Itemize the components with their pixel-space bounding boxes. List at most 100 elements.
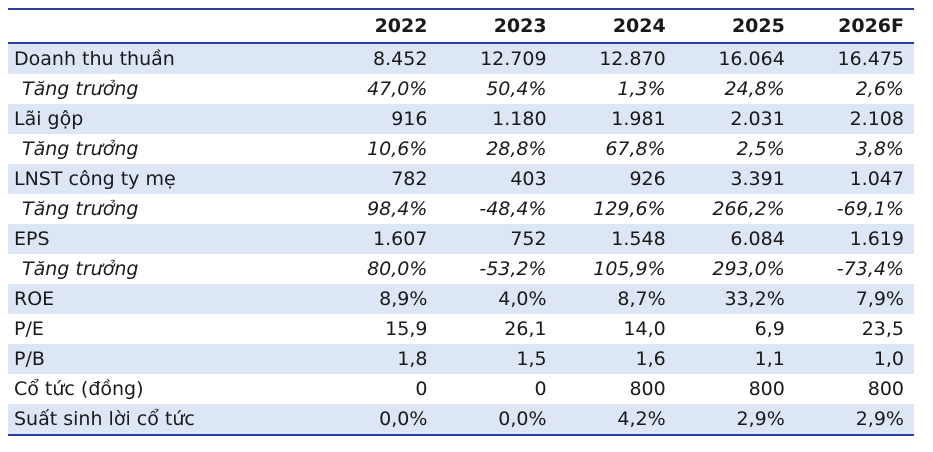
row-value: 800 [867, 378, 904, 400]
row-value: 0,0% [318, 404, 438, 436]
row-value: 2.108 [794, 104, 914, 134]
row-value: 1,0 [794, 344, 914, 374]
table-header-row: 2022 2023 2024 2025 2026F [8, 8, 914, 44]
row-value: 800 [629, 378, 666, 400]
row-value: 105,9% [593, 258, 666, 280]
table-row: Doanh thu thuần 8.452 12.709 12.870 16.064 16… [8, 43, 914, 74]
row-value: 782 [318, 164, 438, 194]
row-value: 129,6% [593, 198, 666, 220]
row-value: 1,8 [318, 344, 438, 374]
row-value: 752 [437, 224, 557, 254]
row-label: P/E [14, 318, 44, 340]
row-value: 2,6% [855, 78, 904, 100]
row-label: Cổ tức (đồng) [14, 378, 144, 400]
header-cell-2026f: 2026F [794, 8, 914, 44]
row-value: 4,0% [437, 284, 557, 314]
row-value: 15,9 [385, 318, 428, 340]
row-value: 0 [415, 378, 428, 400]
row-value: 403 [437, 164, 557, 194]
financial-forecast-table: 2022 2023 2024 2025 2026F Doanh thu thuầ… [8, 8, 914, 436]
table-row: Tăng trưởng 10,6% 28,8% 67,8% 2,5% 3,8% [8, 134, 914, 164]
table-row: Suất sinh lời cổ tức 0,0% 0,0% 4,2% 2,9% 2,9% [8, 404, 914, 436]
table-row: EPS 1.607 752 1.548 6.084 1.619 [8, 224, 914, 254]
row-value: 1,5 [437, 344, 557, 374]
header-cell-2024: 2024 [556, 8, 676, 44]
row-label: EPS [8, 224, 319, 254]
row-value: 2.031 [675, 104, 795, 134]
row-value: 12.709 [437, 43, 557, 74]
row-value: 0,0% [437, 404, 557, 436]
row-value: 50,4% [486, 78, 547, 100]
row-value: 2,5% [736, 138, 785, 160]
table-row: P/E 15,9 26,1 14,0 6,9 23,5 [8, 314, 914, 344]
row-label: Suất sinh lời cổ tức [8, 404, 319, 436]
row-value: 98,4% [367, 198, 428, 220]
row-label: P/B [8, 344, 319, 374]
row-value: 33,2% [675, 284, 795, 314]
row-value: 0 [534, 378, 547, 400]
row-value: -48,4% [479, 198, 547, 220]
row-value: 67,8% [605, 138, 666, 160]
row-label: Tăng trưởng [22, 258, 139, 280]
row-label: LNST công ty mẹ [8, 164, 319, 194]
row-value: 8,9% [318, 284, 438, 314]
table-row: ROE 8,9% 4,0% 8,7% 33,2% 7,9% [8, 284, 914, 314]
row-value: 47,0% [367, 78, 428, 100]
row-value: 24,8% [724, 78, 785, 100]
row-label: Tăng trưởng [22, 78, 139, 100]
table-row: Lãi gộp 916 1.180 1.981 2.031 2.108 [8, 104, 914, 134]
row-value: 23,5 [861, 318, 904, 340]
row-value: 1,3% [617, 78, 666, 100]
row-label: Tăng trưởng [22, 138, 139, 160]
row-value: 293,0% [712, 258, 785, 280]
table-row: LNST công ty mẹ 782 403 926 3.391 1.047 [8, 164, 914, 194]
row-value: -53,2% [479, 258, 547, 280]
row-value: 6.084 [675, 224, 795, 254]
table-row: Tăng trưởng 47,0% 50,4% 1,3% 24,8% 2,6% [8, 74, 914, 104]
header-cell-2022: 2022 [318, 8, 438, 44]
table-row: Tăng trưởng 80,0% -53,2% 105,9% 293,0% -73,4% [8, 254, 914, 284]
row-value: 4,2% [556, 404, 676, 436]
row-value: 26,1 [504, 318, 547, 340]
table-row: P/B 1,8 1,5 1,6 1,1 1,0 [8, 344, 914, 374]
row-value: 3,8% [855, 138, 904, 160]
row-value: 7,9% [794, 284, 914, 314]
row-label: Lãi gộp [8, 104, 319, 134]
financial-forecast-table-container: 2022 2023 2024 2025 2026F Doanh thu thuầ… [8, 8, 914, 436]
table-row: Cổ tức (đồng) 0 0 800 800 800 [8, 374, 914, 404]
row-value: 800 [748, 378, 785, 400]
row-value: 2,9% [675, 404, 795, 436]
row-value: 3.391 [675, 164, 795, 194]
row-value: 926 [556, 164, 676, 194]
header-cell-2025: 2025 [675, 8, 795, 44]
row-value: 8,7% [556, 284, 676, 314]
row-value: 10,6% [367, 138, 428, 160]
row-value: 1.047 [794, 164, 914, 194]
header-cell-2023: 2023 [437, 8, 557, 44]
row-value: 14,0 [623, 318, 666, 340]
row-label: ROE [8, 284, 319, 314]
row-value: 80,0% [367, 258, 428, 280]
row-value: 1.981 [556, 104, 676, 134]
row-value: 1.607 [318, 224, 438, 254]
row-value: 1,6 [556, 344, 676, 374]
table-row: Tăng trưởng 98,4% -48,4% 129,6% 266,2% -69,1% [8, 194, 914, 224]
row-value: 266,2% [712, 198, 785, 220]
row-value: 1.548 [556, 224, 676, 254]
row-value: 6,9 [754, 318, 785, 340]
row-label: Doanh thu thuần [8, 43, 319, 74]
row-value: -73,4% [836, 258, 904, 280]
row-value: 2,9% [794, 404, 914, 436]
table-body: Doanh thu thuần 8.452 12.709 12.870 16.064 16… [8, 43, 914, 436]
row-value: 1,1 [675, 344, 795, 374]
row-value: -69,1% [836, 198, 904, 220]
row-value: 8.452 [318, 43, 438, 74]
header-cell-label [8, 8, 319, 44]
row-value: 16.475 [794, 43, 914, 74]
row-value: 28,8% [486, 138, 547, 160]
row-value: 1.619 [794, 224, 914, 254]
row-value: 916 [318, 104, 438, 134]
row-value: 1.180 [437, 104, 557, 134]
row-value: 12.870 [556, 43, 676, 74]
row-label: Tăng trưởng [22, 198, 139, 220]
